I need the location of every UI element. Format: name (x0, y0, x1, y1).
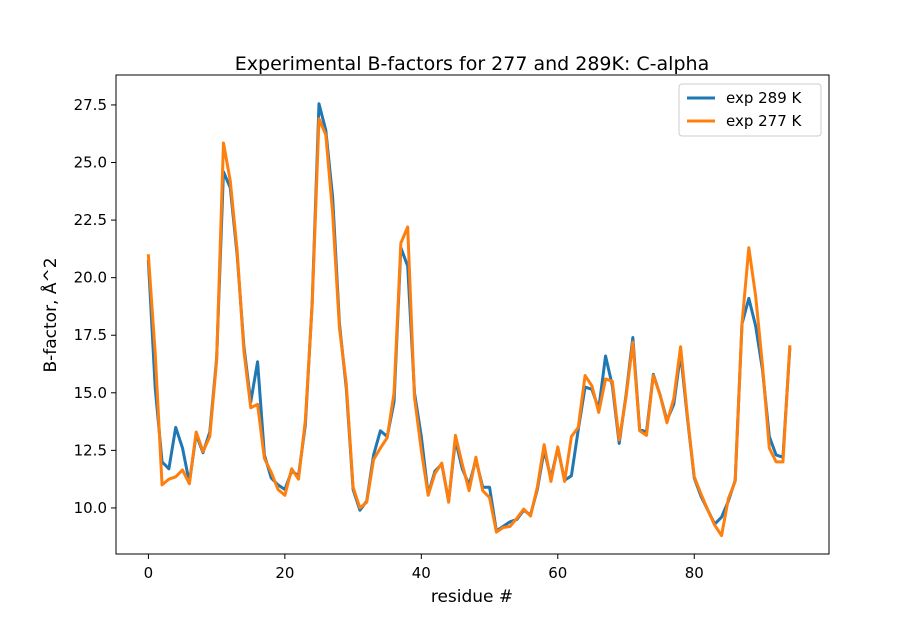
plot-lines (146, 102, 792, 538)
y-tick-label: 22.5 (74, 211, 107, 229)
y-tick-label: 15.0 (74, 384, 107, 402)
y-tick-label: 12.5 (74, 441, 107, 459)
y-tick-label: 17.5 (74, 326, 107, 344)
series-line-2 (146, 117, 792, 538)
chart-title: Experimental B-factors for 277 and 289K:… (235, 53, 709, 75)
y-tick-label: 20.0 (74, 269, 107, 287)
y-tick-label: 27.5 (74, 96, 107, 114)
legend-label-1: exp 289 K (726, 89, 803, 107)
x-tick-label: 60 (548, 564, 567, 582)
x-tick-label: 20 (275, 564, 294, 582)
legend-label-2: exp 277 K (726, 112, 803, 130)
y-axis: 10.0 12.5 15.0 17.5 20.0 22.5 25.0 27.5 (74, 96, 116, 517)
y-tick-label: 10.0 (74, 499, 107, 517)
y-tick-label: 25.0 (74, 154, 107, 172)
x-tick-label: 0 (144, 564, 154, 582)
y-axis-label: B-factor, Å^2 (39, 257, 61, 372)
x-axis: 0 20 40 60 80 (144, 554, 704, 582)
x-tick-label: 40 (412, 564, 431, 582)
x-tick-label: 80 (685, 564, 704, 582)
plot-area-frame (115, 74, 830, 555)
x-axis-label: residue # (431, 587, 513, 607)
legend: exp 289 K exp 277 K (678, 83, 822, 137)
